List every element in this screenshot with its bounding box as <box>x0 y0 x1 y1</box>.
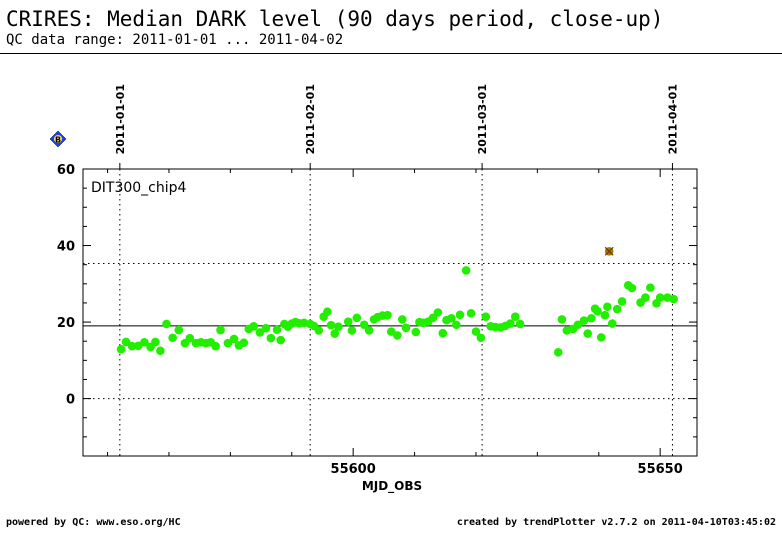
data-point <box>383 310 392 320</box>
data-point <box>239 338 249 348</box>
data-point <box>603 302 612 312</box>
data-point <box>641 293 650 302</box>
date-marker-label: 2011-01-01 <box>114 84 127 154</box>
data-point <box>600 310 610 320</box>
data-point <box>216 325 225 335</box>
data-point <box>627 283 637 293</box>
data-point <box>343 317 353 326</box>
data-point <box>452 320 461 330</box>
data-point <box>471 327 481 336</box>
data-point <box>481 312 491 322</box>
data-point <box>593 307 602 316</box>
data-point <box>121 337 131 347</box>
data-point <box>326 320 336 330</box>
date-marker-label: 2011-04-01 <box>666 84 679 154</box>
legend-badge-letter: B <box>55 136 61 145</box>
data-point <box>185 333 195 343</box>
data-point <box>352 313 362 323</box>
data-point <box>151 337 160 347</box>
data-point <box>573 320 583 330</box>
footer-created-by: created by trendPlotter v2.7.2 on 2011-0… <box>456 517 776 528</box>
data-point <box>515 319 525 329</box>
data-point <box>466 308 476 318</box>
data-point <box>255 328 265 337</box>
data-point <box>607 319 617 328</box>
data-point <box>510 312 520 322</box>
data-point <box>386 327 396 336</box>
data-point <box>411 327 421 337</box>
data-point <box>401 323 411 333</box>
y-tick-label: 60 <box>57 163 75 178</box>
data-point <box>359 320 369 330</box>
data-point <box>438 328 448 338</box>
data-point <box>557 315 567 324</box>
data-point <box>655 293 665 302</box>
data-point <box>397 315 407 324</box>
data-point <box>272 325 282 335</box>
data-point <box>127 341 137 351</box>
data-point <box>249 321 258 331</box>
data-point <box>261 323 271 333</box>
chart-canvas: 2011-01-01 2011-02-01 2011-03-01 2011-04-01… <box>49 84 698 494</box>
title-divider <box>0 53 782 54</box>
data-point <box>334 322 343 331</box>
chart-subtitle: QC data range: 2011-01-01 ... 2011-04-02 <box>6 32 344 48</box>
y-tick-label: 40 <box>57 240 75 255</box>
data-point <box>347 326 357 335</box>
data-point <box>596 333 606 342</box>
x-tick-label: 55600 <box>331 462 376 477</box>
plot-frame <box>82 168 698 457</box>
y-tick-label: 0 <box>66 393 75 408</box>
data-point <box>162 319 171 329</box>
data-point <box>229 334 239 344</box>
data-point <box>583 329 593 338</box>
data-point <box>455 310 465 320</box>
data-point <box>587 313 596 323</box>
data-point <box>447 313 456 323</box>
x-axis-label: MJD_OBS <box>362 479 422 494</box>
data-point <box>461 266 471 275</box>
data-point <box>168 333 177 343</box>
data-point <box>364 326 374 335</box>
data-point <box>116 344 126 354</box>
y-tick-label: 20 <box>57 316 75 331</box>
data-point <box>223 338 233 348</box>
data-point <box>612 304 622 314</box>
data-point <box>330 329 340 338</box>
data-point <box>276 335 286 345</box>
chart-title: CRIRES: Median DARK level (90 days perio… <box>6 7 664 31</box>
data-point <box>506 319 515 328</box>
date-marker-label: 2011-02-01 <box>304 84 317 154</box>
data-point <box>140 338 149 347</box>
data-point <box>553 347 563 357</box>
data-point <box>669 294 678 304</box>
data-point <box>174 325 184 335</box>
data-point <box>579 316 589 325</box>
data-point <box>156 346 165 356</box>
data-point <box>314 326 324 335</box>
data-point <box>476 333 486 343</box>
data-point <box>211 341 220 351</box>
legend-badge: B <box>49 130 67 148</box>
data-point <box>433 308 443 317</box>
data-point <box>323 307 332 317</box>
footer-credit: powered by QC: www.eso.org/HC <box>6 517 181 528</box>
date-marker-label: 2011-03-01 <box>476 84 489 154</box>
outlier-cross <box>604 246 614 256</box>
data-point <box>393 331 402 340</box>
x-tick-label: 55650 <box>638 462 683 477</box>
panel-label: DIT300_chip4 <box>91 180 187 196</box>
data-point <box>617 297 627 306</box>
data-point <box>646 283 655 292</box>
data-point <box>266 333 276 343</box>
